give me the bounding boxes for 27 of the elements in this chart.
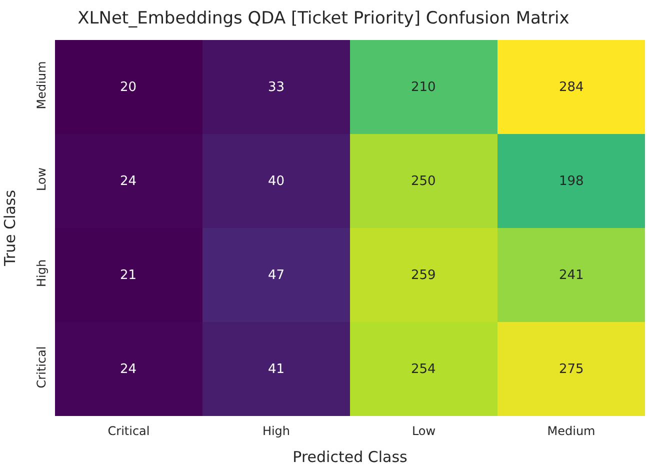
y-tick-label: High: [34, 259, 49, 287]
y-tick-label: Critical: [34, 346, 49, 388]
data-label: 24: [120, 362, 137, 377]
y-tick-label: Medium: [34, 61, 49, 110]
data-label: 40: [268, 174, 285, 189]
data-label: 198: [559, 174, 584, 189]
x-tick-label: High: [262, 424, 290, 438]
data-label: 41: [268, 362, 285, 377]
data-label: 24: [120, 174, 137, 189]
y-axis-title: True Class: [0, 190, 19, 268]
text: XLNet_Embeddings QDA [Ticket Priority] Confusion Matrix: [78, 8, 570, 29]
x-tick-label: Critical: [108, 424, 150, 438]
data-label: 275: [559, 362, 584, 377]
x-axis-title: Predicted Class: [292, 448, 408, 466]
data-label: 33: [268, 80, 285, 95]
data-label: 21: [120, 268, 137, 283]
data-label: 250: [411, 174, 436, 189]
data-label: 254: [411, 362, 436, 377]
y-tick-label: Low: [34, 167, 49, 192]
x-tick-label: Low: [412, 424, 436, 438]
data-label: 241: [559, 268, 584, 283]
data-label: 47: [268, 268, 285, 283]
x-tick-label: Medium: [547, 424, 596, 438]
data-label: 210: [411, 80, 436, 95]
data-label: 20: [120, 80, 137, 95]
data-label: 259: [411, 268, 436, 283]
data-label: 284: [559, 80, 584, 95]
